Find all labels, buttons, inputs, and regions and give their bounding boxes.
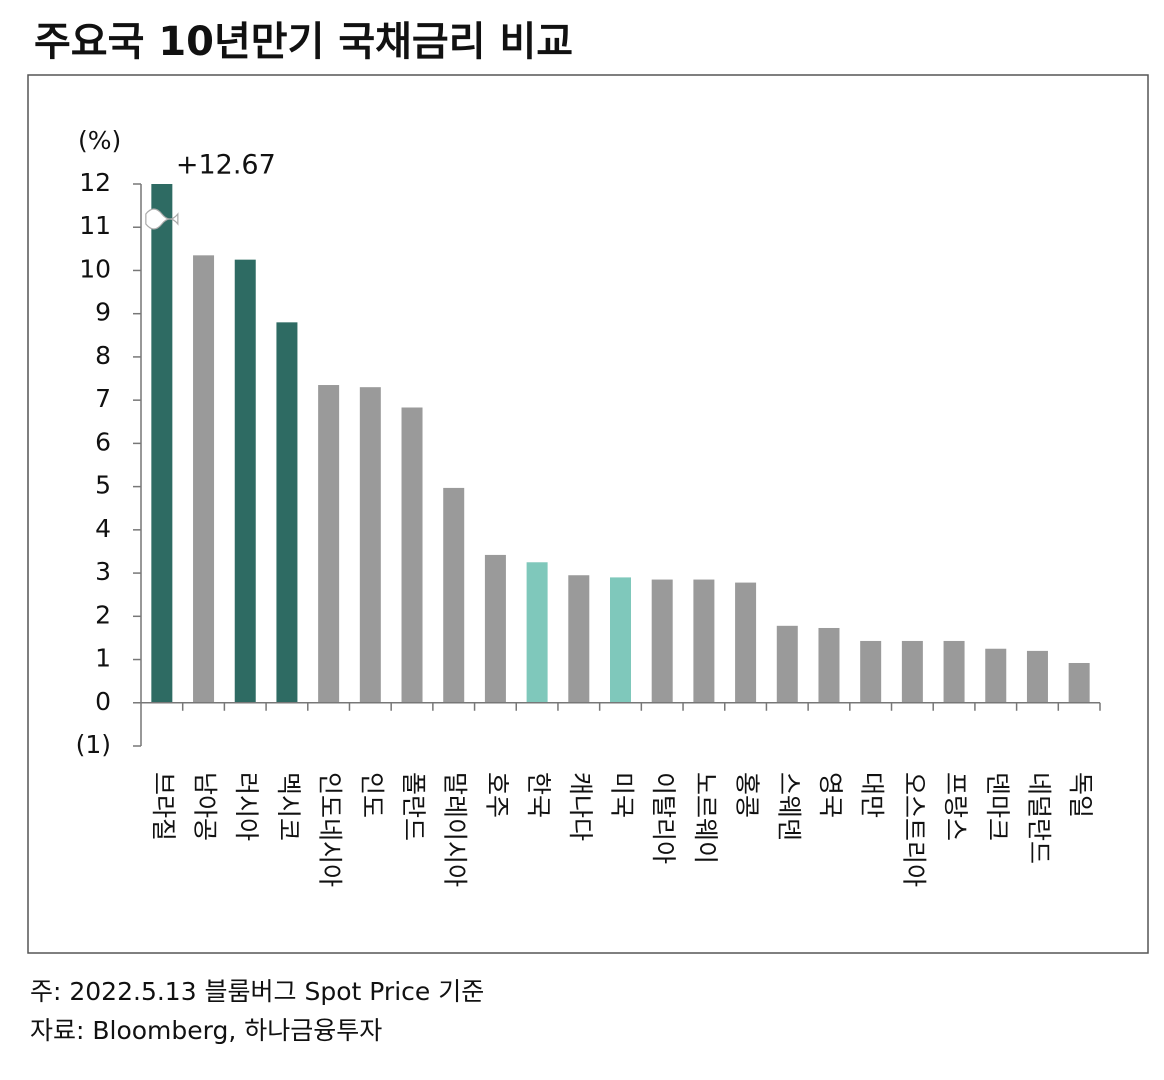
bar <box>193 255 215 703</box>
x-tick-label: 폴란드 <box>399 772 428 841</box>
x-tick-label: 대만 <box>858 772 887 818</box>
y-tick-label: 10 <box>79 254 111 283</box>
bar <box>276 322 298 703</box>
y-tick-label: (1) <box>76 730 111 759</box>
bar <box>943 640 965 703</box>
x-tick-label: 스웨덴 <box>774 772 803 841</box>
x-tick-label: 홍콩 <box>733 772 762 818</box>
y-tick-label: 12 <box>79 168 111 197</box>
y-tick-label: 0 <box>95 687 111 716</box>
x-tick-label: 브라질 <box>149 772 178 841</box>
bar <box>234 259 256 703</box>
x-tick-label: 인도네시아 <box>316 772 345 887</box>
y-tick-label: 6 <box>95 427 111 456</box>
bar <box>484 554 506 703</box>
bar <box>526 562 548 703</box>
bar <box>359 387 381 703</box>
y-tick-label: 1 <box>95 644 111 673</box>
axis-break <box>145 208 179 230</box>
bar <box>401 407 423 703</box>
note: 주: 2022.5.13 블룸버그 Spot Price 기준 <box>30 977 484 1006</box>
bar <box>651 579 673 703</box>
bar <box>735 582 757 703</box>
y-tick-label: 4 <box>95 514 111 543</box>
x-tick-label: 한국 <box>524 772 553 818</box>
y-axis-label: (%) <box>78 126 121 155</box>
bar <box>318 385 340 703</box>
bar <box>693 579 715 703</box>
bar <box>860 640 882 703</box>
bar <box>610 577 631 703</box>
bar <box>776 625 798 703</box>
bar <box>901 640 923 703</box>
x-tick-label: 이탈리아 <box>649 772 678 864</box>
value-label: +12.67 <box>176 150 276 181</box>
frame <box>27 74 1149 954</box>
bar <box>818 627 840 703</box>
bar <box>443 487 465 703</box>
x-tick-label: 말레이시아 <box>441 772 470 887</box>
chart-title: 주요국 10년만기 국채금리 비교 <box>34 19 573 65</box>
x-tick-label: 러시아 <box>232 772 261 841</box>
x-tick-label: 호주 <box>482 772 511 818</box>
source: 자료: Bloomberg, 하나금융투자 <box>30 1016 382 1045</box>
bar <box>568 575 590 703</box>
y-tick-label: 11 <box>79 211 111 240</box>
x-tick-label: 프랑스 <box>941 772 970 841</box>
bar <box>1026 650 1048 703</box>
bar <box>1068 662 1090 703</box>
y-tick-label: 8 <box>95 341 111 370</box>
y-tick-label: 2 <box>95 600 111 629</box>
x-tick-label: 미국 <box>608 772 637 818</box>
x-tick-label: 덴마크 <box>983 772 1012 841</box>
x-tick-label: 남아공 <box>191 772 220 841</box>
x-tick-label: 노르웨이 <box>691 772 720 864</box>
bar <box>985 648 1007 703</box>
bar <box>151 184 173 703</box>
x-tick-label: 독일 <box>1066 772 1095 818</box>
y-tick-label: 7 <box>95 384 111 413</box>
x-tick-label: 오스트리아 <box>899 772 928 887</box>
x-tick-label: 멕시코 <box>274 772 303 841</box>
x-tick-label: 캐나다 <box>566 772 595 841</box>
x-tick-label: 네덜란드 <box>1024 772 1053 864</box>
x-tick-label: 인도 <box>357 772 386 818</box>
plot-area <box>151 184 1090 703</box>
x-tick-label: 영국 <box>816 772 845 818</box>
y-tick-label: 9 <box>95 298 111 327</box>
y-tick-label: 5 <box>95 471 111 500</box>
y-tick-label: 3 <box>95 557 111 586</box>
